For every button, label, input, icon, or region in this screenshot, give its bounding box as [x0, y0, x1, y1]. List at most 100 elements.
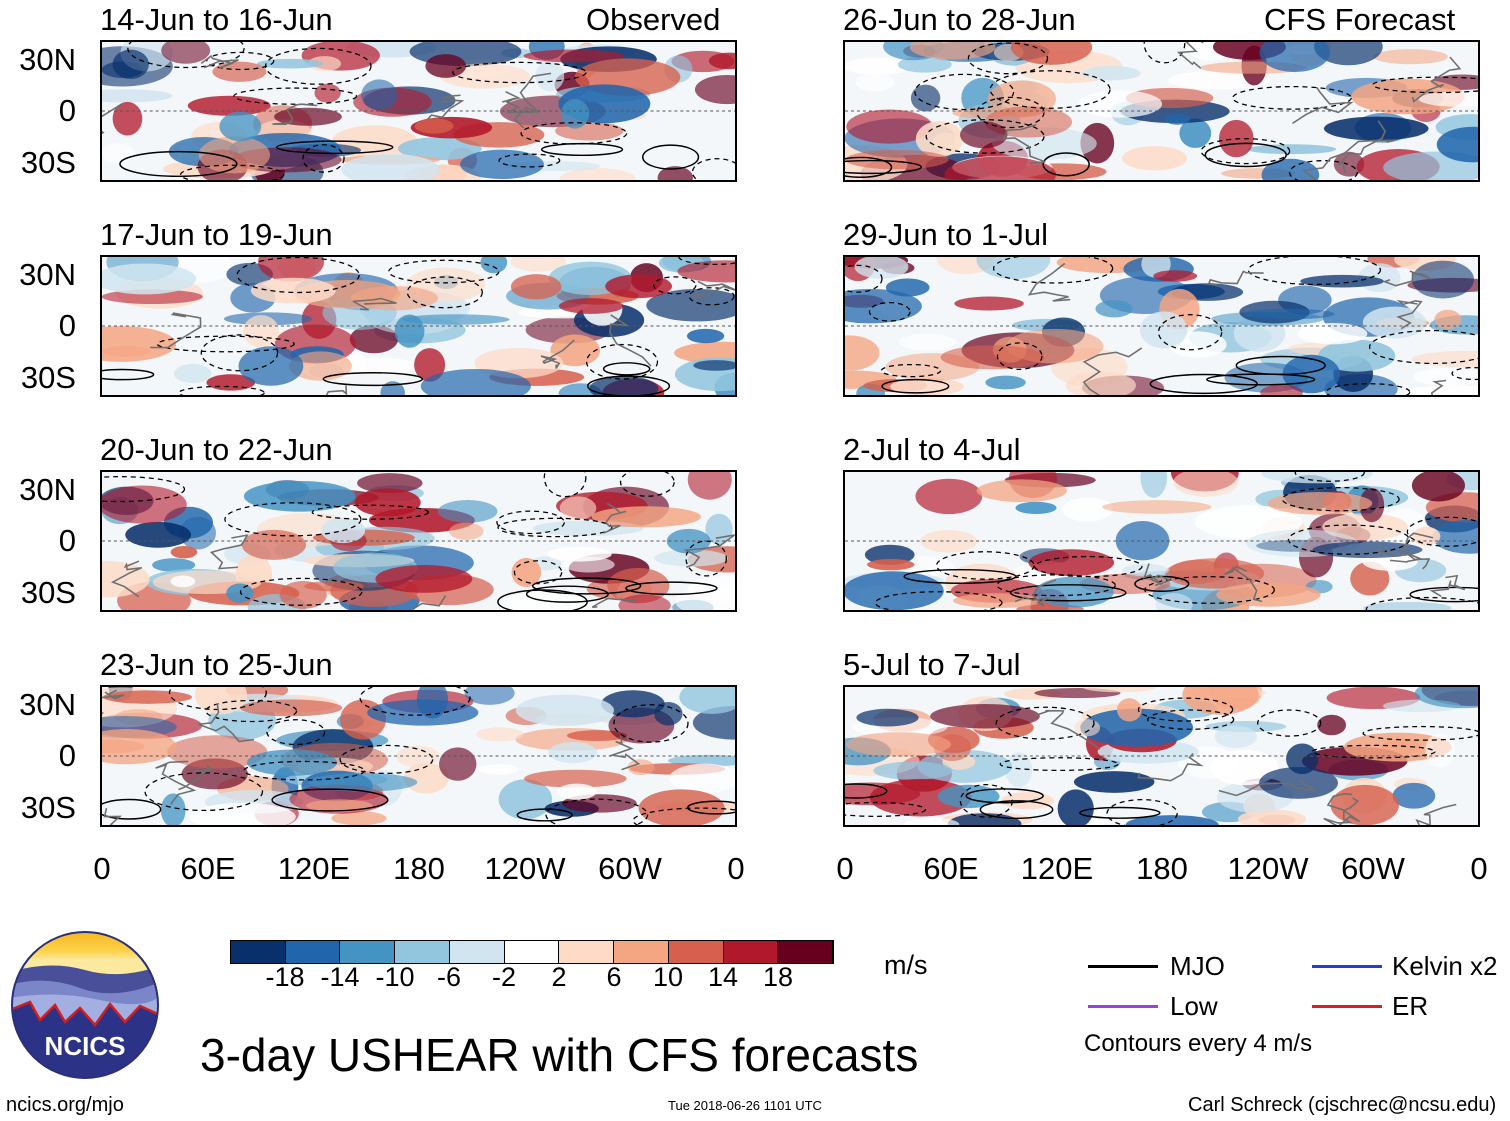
footer-url: ncics.org/mjo — [6, 1094, 124, 1116]
shading-blob — [692, 705, 735, 740]
shading-blob — [1102, 500, 1212, 514]
shading-blob — [561, 99, 590, 129]
shading-blob — [112, 49, 149, 79]
shading-blob — [627, 759, 655, 776]
negative-contour — [1247, 257, 1382, 286]
shading-blob — [476, 727, 524, 742]
x-label: 0 — [1470, 851, 1488, 886]
shading-blob — [915, 478, 983, 515]
main-title: 3-day USHEAR with CFS forecasts — [200, 1029, 919, 1081]
shading-blob — [241, 529, 307, 560]
shading-blob — [102, 263, 197, 295]
shading-blob — [354, 488, 421, 517]
colorbar-tick: 14 — [707, 962, 739, 992]
panel-title: 14-Jun to 16-Jun — [100, 2, 333, 37]
y-label: 30S — [20, 145, 76, 180]
shading-blob — [1362, 601, 1452, 610]
shading-blob — [953, 593, 1043, 609]
shading-blob — [930, 704, 1040, 729]
negative-contour — [359, 687, 471, 716]
coastline — [1301, 139, 1395, 180]
shading-blob — [414, 118, 454, 134]
positive-contour — [642, 144, 700, 170]
coastline — [1382, 270, 1432, 287]
shading-blob — [1434, 309, 1462, 330]
shading-blob — [414, 348, 446, 382]
coastline — [502, 90, 535, 114]
shading-blob — [1122, 563, 1169, 577]
shading-blob — [855, 73, 895, 92]
colorbar-cell — [395, 941, 450, 963]
positive-contour — [602, 362, 651, 376]
coastline — [1002, 123, 1046, 165]
negative-contour — [311, 504, 429, 520]
er-line-swatch — [1312, 1005, 1382, 1008]
positive-contour — [979, 800, 1054, 820]
shading-blob — [394, 314, 425, 348]
shading-blob — [1065, 371, 1136, 395]
positive-contour — [531, 577, 642, 595]
shear-map — [843, 40, 1480, 182]
colorbar-cell — [723, 941, 779, 963]
shading-blob — [439, 747, 477, 781]
ncics-logo: NCICS — [10, 930, 160, 1080]
coastline — [609, 735, 641, 771]
shading-blob — [173, 363, 212, 384]
negative-contour — [1294, 472, 1365, 482]
shading-blob — [845, 732, 952, 757]
shading-blob — [947, 813, 1022, 825]
negative-contour — [1325, 383, 1411, 395]
negative-contour — [206, 51, 275, 71]
negative-contour — [868, 301, 911, 322]
shading-blob — [1317, 714, 1347, 736]
shading-blob — [1115, 520, 1170, 561]
positive-contour — [102, 368, 155, 381]
positive-contour — [1079, 806, 1161, 819]
shading-blob — [238, 346, 304, 386]
coastline — [1218, 779, 1316, 797]
positive-contour — [322, 372, 424, 387]
shading-blob — [693, 360, 735, 371]
negative-contour — [1281, 487, 1400, 512]
negative-contour — [239, 577, 363, 606]
shading-blob — [349, 324, 399, 354]
negative-contour — [1368, 329, 1478, 365]
colorbar-cell — [231, 941, 286, 963]
colorbar-tick: -10 — [375, 962, 415, 992]
coastline — [691, 280, 735, 300]
negative-contour — [545, 798, 649, 825]
positive-contour — [687, 800, 735, 815]
mjo-line-swatch — [1088, 965, 1158, 968]
shading-blob — [258, 257, 324, 282]
negative-contour — [144, 772, 264, 812]
shading-blob — [954, 296, 1024, 311]
negative-contour — [102, 476, 186, 503]
colorbar-cell — [504, 941, 560, 963]
x-label: 0 — [836, 851, 854, 886]
shading-blob — [257, 58, 324, 69]
y-label: 30N — [19, 687, 76, 722]
positive-contour — [1042, 152, 1090, 177]
coastline — [1082, 347, 1143, 395]
shading-blob — [1015, 501, 1057, 514]
shading-blob — [1116, 698, 1142, 722]
coastline — [1411, 56, 1462, 103]
x-label: 120E — [277, 851, 351, 886]
shading-blob — [152, 558, 196, 572]
shading-blob — [1216, 582, 1321, 607]
shading-blob — [1259, 766, 1338, 799]
shading-blob — [559, 496, 597, 520]
negative-contour — [200, 334, 279, 372]
shading-blob — [910, 84, 941, 112]
shading-blob — [478, 764, 519, 775]
shading-blob — [1323, 116, 1429, 141]
shading-blob — [1182, 687, 1259, 715]
contour-interval-note: Contours every 4 m/s — [1084, 1030, 1313, 1057]
negative-contour — [874, 591, 1003, 610]
shading-blob — [1373, 49, 1448, 65]
shading-blob — [396, 745, 440, 768]
positive-contour — [102, 798, 162, 820]
x-label: 0 — [93, 851, 111, 886]
negative-contour — [967, 42, 1049, 75]
shading-blob — [239, 699, 343, 717]
